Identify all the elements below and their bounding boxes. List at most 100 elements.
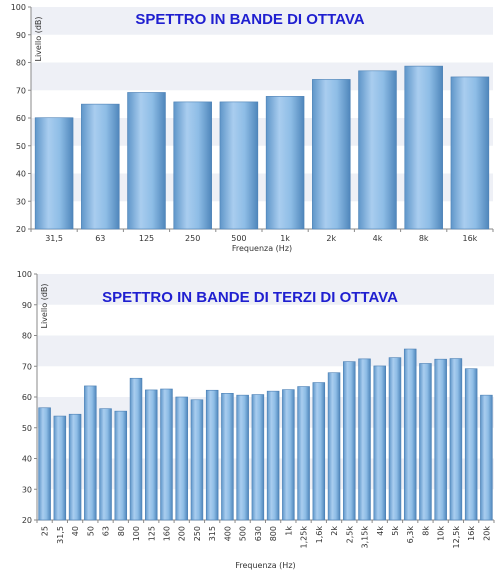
x-tick-label: 16k <box>462 234 477 243</box>
x-tick-label: 20k <box>482 526 491 541</box>
bar <box>373 365 386 521</box>
bar <box>251 394 265 521</box>
y-tick-label: 70 <box>16 86 26 95</box>
bar <box>450 76 490 230</box>
x-tick-label: 63 <box>102 526 111 536</box>
y-tick-label: 100 <box>17 270 32 279</box>
bar <box>358 70 397 230</box>
grid-band <box>37 335 494 367</box>
bar <box>327 372 341 521</box>
x-tick-label: 100 <box>132 526 141 541</box>
grid-band <box>37 397 494 428</box>
bar <box>175 396 188 521</box>
bar <box>34 117 74 230</box>
x-tick-label: 500 <box>231 234 246 243</box>
bar <box>145 389 158 521</box>
grid-bands <box>37 274 494 520</box>
bar <box>403 348 417 521</box>
x-tick-label: 31,5 <box>56 526 65 544</box>
x-tick-label: 200 <box>178 526 187 541</box>
x-tick-label: 12,5k <box>452 526 461 549</box>
y-tick-label: 60 <box>22 393 32 402</box>
bar <box>127 92 166 230</box>
bar <box>173 101 212 230</box>
grid-band <box>31 34 493 63</box>
bar <box>221 393 234 521</box>
grid-band <box>37 274 494 305</box>
y-tick-label: 20 <box>16 225 26 234</box>
x-tick-label: 2k <box>326 234 336 243</box>
bar <box>236 394 249 521</box>
x-tick-label: 800 <box>269 526 278 541</box>
y-axis-title: Livello (dB) <box>34 16 43 61</box>
x-tick-label: 1,6k <box>315 526 324 544</box>
chart-svg: 20 30 40 50 60 70 80 90 100 Livello (dB) 25 31,5 40 5… <box>17 270 495 570</box>
bar <box>282 389 295 521</box>
grid-band <box>37 427 494 459</box>
third-octave-band-chart: 20 30 40 50 60 70 80 90 100 Livello (dB) 25 31,5 40 5… <box>0 262 500 575</box>
grid-band <box>31 7 493 35</box>
y-tick-label: 70 <box>22 362 32 371</box>
x-axis-title: Frequenza (Hz) <box>235 561 295 570</box>
bar <box>343 361 356 521</box>
octave-band-chart: 20 30 40 50 60 70 80 90 100 Livello (dB) 31,5 63 125… <box>0 0 500 262</box>
x-tick-label: 400 <box>223 526 232 541</box>
x-axis-title: Frequenza (Hz) <box>232 244 292 253</box>
y-tick-label: 50 <box>16 142 26 151</box>
y-tick-label: 60 <box>16 114 26 123</box>
bar <box>404 65 443 230</box>
chart-title: SPETTRO IN BANDE DI OTTAVA <box>135 11 364 28</box>
y-tick-label: 90 <box>22 301 32 310</box>
y-tick-label: 20 <box>22 516 32 525</box>
bar <box>68 413 82 521</box>
x-tick-label: 50 <box>86 526 95 536</box>
bar <box>388 357 402 521</box>
bar <box>38 407 51 521</box>
x-tick-label: 80 <box>117 526 126 536</box>
chart-svg: 20 30 40 50 60 70 80 90 100 Livello (dB) 31,5 63 125… <box>11 3 494 253</box>
x-tick-label: 500 <box>239 526 248 541</box>
bar <box>114 410 128 521</box>
bar <box>297 386 310 521</box>
bar <box>434 358 447 521</box>
bar <box>480 394 493 521</box>
x-tick-label: 160 <box>162 526 171 541</box>
bar <box>358 358 371 521</box>
bar <box>190 399 204 521</box>
bar <box>449 358 463 521</box>
bar <box>219 101 259 230</box>
bar <box>266 390 280 521</box>
bar <box>81 103 120 230</box>
x-tick-label: 4k <box>373 234 383 243</box>
bar <box>129 377 143 521</box>
grid-band <box>37 366 494 397</box>
x-tick-label: 4k <box>376 526 385 536</box>
y-tick-label: 30 <box>16 197 26 206</box>
x-tick-label: 250 <box>185 234 200 243</box>
y-tick-label: 80 <box>16 59 26 68</box>
x-tick-label: 250 <box>193 526 202 541</box>
x-tick-label: 63 <box>95 234 105 243</box>
y-tick-label: 100 <box>11 3 26 12</box>
y-tick-label: 30 <box>22 485 32 494</box>
y-tick-label: 50 <box>22 424 32 433</box>
x-tick-label: 1k <box>284 526 293 536</box>
bar <box>160 388 173 521</box>
bar <box>312 79 351 230</box>
x-tick-label: 2k <box>330 526 339 536</box>
x-tick-label: 16k <box>467 526 476 541</box>
x-tick-label: 2,5k <box>345 526 354 544</box>
x-tick-label: 125 <box>147 526 156 541</box>
x-tick-label: 40 <box>71 526 80 536</box>
bar <box>205 389 219 521</box>
grid-band <box>37 458 494 490</box>
x-tick-label: 8k <box>421 526 430 536</box>
grid-band <box>37 304 494 336</box>
y-tick-label: 40 <box>22 455 32 464</box>
x-tick-label: 630 <box>254 526 263 541</box>
x-tick-label: 3,15k <box>361 526 370 549</box>
x-tick-label: 5k <box>391 526 400 536</box>
bar <box>84 385 97 521</box>
x-tick-label: 25 <box>41 526 50 536</box>
chart-title: SPETTRO IN BANDE DI TERZI DI OTTAVA <box>102 289 398 306</box>
